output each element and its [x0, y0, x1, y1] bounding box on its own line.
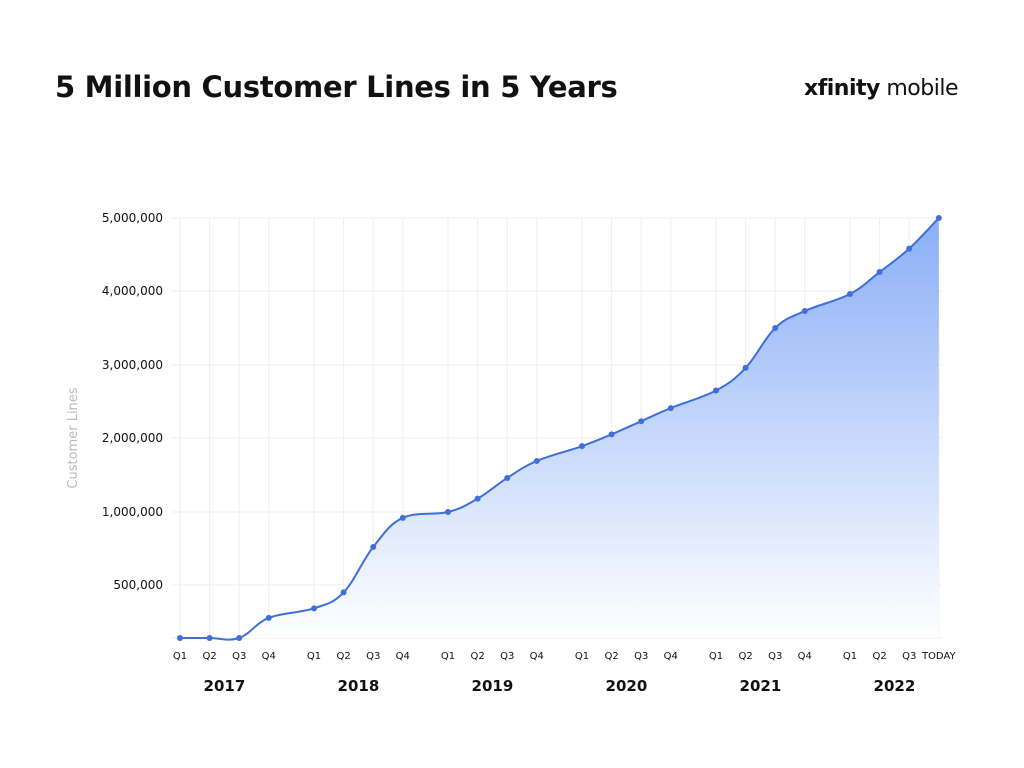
x-tick-label: Q1: [173, 651, 187, 662]
x-tick-label: Q3: [232, 651, 246, 662]
data-point: [399, 514, 406, 521]
x-tick-label: Q4: [530, 651, 544, 662]
data-point: [265, 614, 272, 621]
data-point: [713, 387, 719, 394]
x-tick-label: Q2: [738, 651, 752, 662]
year-label: 2019: [472, 677, 514, 695]
x-tick-label: Q3: [366, 651, 380, 662]
data-point: [206, 635, 213, 641]
year-label: 2020: [606, 677, 648, 695]
data-point: [906, 245, 913, 252]
x-tick-label: Q1: [709, 651, 723, 662]
data-point: [504, 474, 511, 481]
x-tick-label: Q4: [396, 651, 410, 662]
data-point: [177, 635, 183, 641]
x-tick-label: Q3: [634, 651, 648, 662]
x-tick-label: Q4: [262, 651, 276, 662]
x-tick-label: Q1: [575, 651, 589, 662]
year-label: 2017: [204, 677, 246, 695]
y-tick-label: 4,000,000: [102, 284, 163, 298]
y-tick-label: 3,000,000: [102, 358, 163, 372]
data-point: [340, 589, 347, 596]
data-point: [667, 405, 674, 412]
data-point: [847, 290, 853, 297]
x-tick-label: Q1: [843, 651, 857, 662]
y-tick-label: 500,000: [113, 578, 163, 592]
data-point: [742, 364, 749, 371]
data-point: [311, 605, 317, 612]
x-tick-label: Q4: [798, 651, 812, 662]
x-tick-label: Q2: [872, 651, 886, 662]
data-point: [608, 431, 615, 438]
data-point: [474, 495, 481, 502]
year-label: 2021: [740, 677, 782, 695]
x-tick-label: Q3: [902, 651, 916, 662]
x-tick-label: Q3: [500, 651, 514, 662]
year-label: 2022: [874, 677, 916, 695]
chart-title: 5 Million Customer Lines in 5 Years: [55, 70, 618, 104]
x-tick-label: Q1: [307, 651, 321, 662]
data-point: [579, 443, 585, 450]
data-point: [801, 307, 808, 314]
x-tick-label: Q2: [336, 651, 350, 662]
y-tick-label: 2,000,000: [102, 431, 163, 445]
x-tick-label: Q2: [604, 651, 618, 662]
x-tick-label: Q2: [202, 651, 216, 662]
x-tick-label: Q1: [441, 651, 455, 662]
x-tick-label: Q3: [768, 651, 782, 662]
data-point: [876, 269, 883, 276]
logo-product: mobile: [886, 76, 958, 101]
year-label: 2018: [338, 677, 380, 695]
data-point: [370, 544, 377, 551]
xfinity-mobile-logo: xfinity mobile: [804, 76, 958, 101]
series-line: [179, 217, 940, 641]
y-tick-label: 5,000,000: [102, 211, 163, 225]
data-point: [935, 215, 942, 221]
y-tick-label: 1,000,000: [102, 505, 163, 519]
data-point: [236, 635, 243, 641]
data-point: [533, 457, 540, 464]
x-tick-label: Q4: [664, 651, 678, 662]
logo-brand: xfinity: [804, 76, 880, 101]
area-fill: [180, 218, 939, 640]
y-axis-label: Customer Lines: [66, 387, 81, 488]
x-tick-label: TODAY: [921, 651, 957, 662]
data-point: [638, 418, 645, 425]
data-point: [772, 325, 779, 331]
data-point: [445, 509, 451, 515]
x-tick-label: Q2: [470, 651, 484, 662]
